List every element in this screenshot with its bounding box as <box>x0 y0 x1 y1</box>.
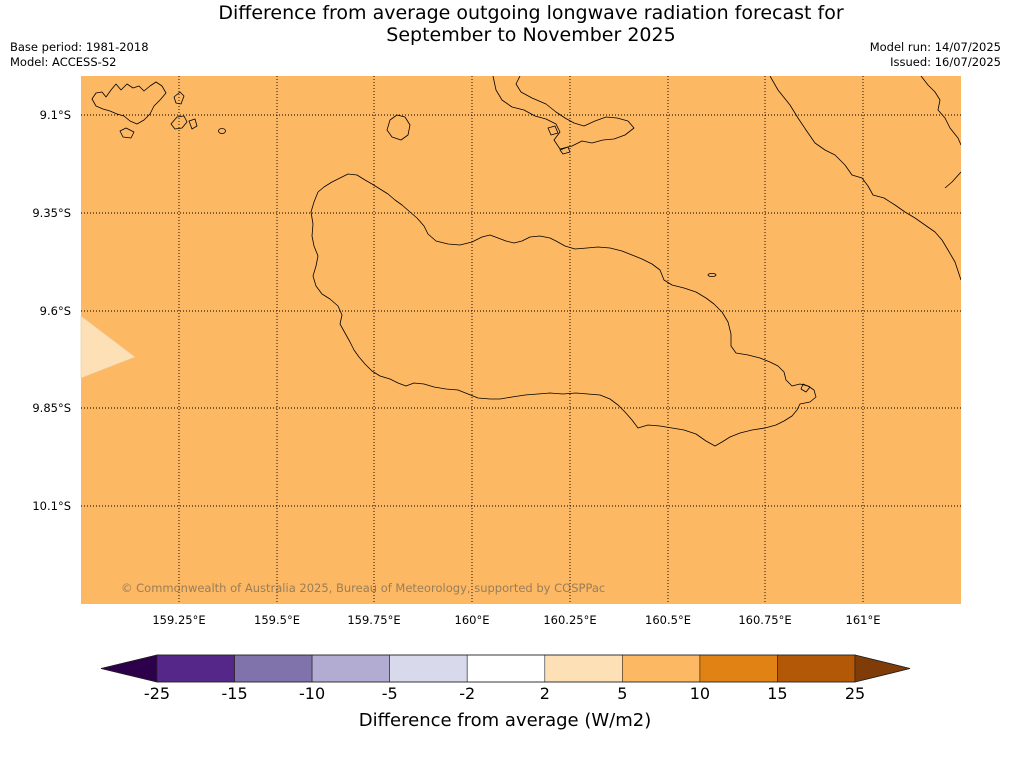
coastline-florida-islands <box>492 76 635 150</box>
colorbar-tick-label: 5 <box>617 684 627 703</box>
colorbar-tick-label: 25 <box>845 684 865 703</box>
lat-label: 10.1°S <box>32 499 71 513</box>
colorbar-segment <box>234 654 313 683</box>
colorbar-segment <box>699 654 778 683</box>
coastline-florida-islet-1 <box>547 125 559 136</box>
map-panel: © Commonwealth of Australia 2025, Bureau… <box>80 76 961 604</box>
lon-label: 160.75°E <box>738 613 791 627</box>
lon-label: 160.25°E <box>543 613 596 627</box>
lon-label: 159.5°E <box>254 613 300 627</box>
base-period-text: Base period: 1981-2018 <box>10 40 149 54</box>
title-line-1: Difference from average outgoing longwav… <box>218 2 844 24</box>
copyright-notice: © Commonwealth of Australia 2025, Bureau… <box>121 581 605 595</box>
colorbar-segment <box>466 654 546 683</box>
lat-label: 9.85°S <box>32 401 71 415</box>
model-text: Model: ACCESS-S2 <box>10 55 116 69</box>
figure-title: Difference from average outgoing longwav… <box>218 2 844 46</box>
coastline-east-tip-islet <box>800 383 811 393</box>
colorbar-tick-label: -25 <box>144 684 170 703</box>
coastline-malaita-east <box>920 76 961 146</box>
coastline-russell-islands <box>91 81 167 125</box>
latitude-labels: 9.1°S 9.35°S 9.6°S 9.85°S 10.1°S <box>32 108 71 513</box>
issued-text: Issued: 16/07/2025 <box>890 55 1001 69</box>
colorbar-segment <box>156 654 235 683</box>
coastline-russell-islet-4 <box>188 118 198 130</box>
colorbar-outline <box>100 654 911 683</box>
colorbar-segment <box>311 654 391 683</box>
colorbar-title: Difference from average (W/m2) <box>359 710 651 731</box>
colorbar-segment <box>777 654 856 683</box>
longitude-labels: 159.25°E 159.5°E 159.75°E 160°E 160.25°E… <box>152 613 880 627</box>
colorbar-segment <box>389 654 468 683</box>
coastline-savo-island <box>386 114 411 141</box>
colorbar-segment <box>621 654 701 683</box>
lat-label: 9.6°S <box>40 304 71 318</box>
colorbar-tick-label: -10 <box>299 684 325 703</box>
lat-label: 9.35°S <box>32 206 71 220</box>
title-line-2: September to November 2025 <box>386 24 675 46</box>
colorbar-tick-label: -5 <box>382 684 398 703</box>
model-run-text: Model run: 14/07/2025 <box>870 40 1001 54</box>
lon-label: 160°E <box>455 613 490 627</box>
colorbar-segment <box>544 654 623 683</box>
pale-anomaly-region <box>80 315 136 379</box>
coastline-russell-islet-5 <box>218 128 226 134</box>
colorbar-extend-low <box>100 654 158 683</box>
lon-label: 161°E <box>846 613 881 627</box>
colorbar-tick-label: 2 <box>540 684 550 703</box>
graticule <box>81 76 961 604</box>
coastline-malaita-west <box>769 76 961 281</box>
colorbar-tick-label: 15 <box>767 684 787 703</box>
lon-label: 159.25°E <box>152 613 205 627</box>
coastline-small-islet <box>707 272 717 277</box>
lat-label: 9.1°S <box>40 108 71 122</box>
colorbar-tick-labels: -25 -15 -10 -5 -2 2 5 10 15 25 <box>144 684 865 703</box>
colorbar-tick-label: 10 <box>690 684 710 703</box>
colorbar-extend-high <box>854 654 911 683</box>
coastline-russell-islet-3 <box>170 115 188 130</box>
coastline-russell-islet-1 <box>119 127 135 139</box>
coastline-malaita-islet <box>944 171 961 189</box>
colorbar-tick-label: -2 <box>459 684 475 703</box>
coastlines <box>91 76 961 447</box>
coastline-russell-islet-2 <box>173 91 185 105</box>
coastline-guadalcanal <box>310 173 817 447</box>
colorbar <box>100 654 911 683</box>
map-background <box>81 76 961 604</box>
lon-label: 160.5°E <box>645 613 691 627</box>
lon-label: 159.75°E <box>347 613 400 627</box>
colorbar-tick-label: -15 <box>222 684 248 703</box>
